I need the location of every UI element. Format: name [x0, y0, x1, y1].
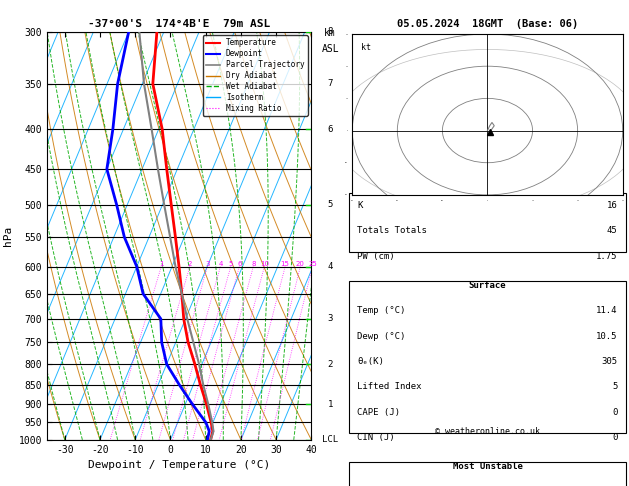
Text: kt: kt: [361, 43, 371, 52]
Bar: [349, 193, 626, 252]
Text: 10.5: 10.5: [596, 331, 618, 341]
Text: LCL: LCL: [322, 435, 338, 444]
Bar: [349, 462, 626, 486]
Text: 10: 10: [260, 260, 269, 267]
Text: 15: 15: [281, 260, 289, 267]
Text: 8: 8: [328, 27, 333, 36]
Text: 25: 25: [308, 260, 317, 267]
Text: Totals Totals: Totals Totals: [357, 226, 427, 235]
Text: 2: 2: [187, 260, 192, 267]
Text: 305: 305: [601, 357, 618, 366]
Text: θₑ(K): θₑ(K): [357, 357, 384, 366]
Text: 7: 7: [328, 79, 333, 88]
Text: © weatheronline.co.uk: © weatheronline.co.uk: [435, 427, 540, 436]
Text: 4: 4: [218, 260, 223, 267]
Text: 2: 2: [328, 360, 333, 369]
Bar: [349, 281, 626, 433]
Text: 20: 20: [296, 260, 305, 267]
Text: 05.05.2024  18GMT  (Base: 06): 05.05.2024 18GMT (Base: 06): [397, 19, 578, 29]
Text: 6: 6: [328, 124, 333, 134]
Text: CAPE (J): CAPE (J): [357, 408, 401, 417]
Text: PW (cm): PW (cm): [357, 252, 395, 260]
Text: Most Unstable: Most Unstable: [452, 462, 523, 471]
X-axis label: Dewpoint / Temperature (°C): Dewpoint / Temperature (°C): [88, 460, 270, 470]
Text: 3: 3: [328, 314, 333, 323]
Text: 1.75: 1.75: [596, 252, 618, 260]
Text: 45: 45: [607, 226, 618, 235]
Text: 0: 0: [612, 433, 618, 442]
Text: Dewp (°C): Dewp (°C): [357, 331, 406, 341]
Title: -37°00'S  174°4B'E  79m ASL: -37°00'S 174°4B'E 79m ASL: [88, 19, 270, 30]
Text: Lifted Index: Lifted Index: [357, 382, 422, 391]
Text: Surface: Surface: [469, 281, 506, 290]
Text: 6: 6: [237, 260, 242, 267]
Text: 5: 5: [328, 200, 333, 209]
Text: 1: 1: [328, 399, 333, 409]
Text: 4: 4: [328, 262, 333, 271]
Text: 5: 5: [612, 382, 618, 391]
Text: ASL: ASL: [321, 44, 339, 53]
Text: 8: 8: [251, 260, 255, 267]
Text: 3: 3: [205, 260, 209, 267]
Text: CIN (J): CIN (J): [357, 433, 395, 442]
Text: 11.4: 11.4: [596, 306, 618, 315]
Text: 16: 16: [607, 201, 618, 210]
Text: K: K: [357, 201, 363, 210]
Y-axis label: hPa: hPa: [3, 226, 13, 246]
Text: km: km: [325, 28, 336, 38]
Text: 5: 5: [228, 260, 233, 267]
Text: 0: 0: [612, 408, 618, 417]
Text: 1: 1: [159, 260, 164, 267]
Legend: Temperature, Dewpoint, Parcel Trajectory, Dry Adiabat, Wet Adiabat, Isotherm, Mi: Temperature, Dewpoint, Parcel Trajectory…: [203, 35, 308, 116]
Text: Temp (°C): Temp (°C): [357, 306, 406, 315]
